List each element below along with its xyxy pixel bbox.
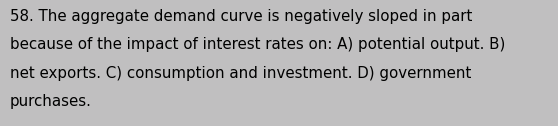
Text: net exports. C) consumption and investment. D) government: net exports. C) consumption and investme… <box>10 66 472 81</box>
Text: 58. The aggregate demand curve is negatively sloped in part: 58. The aggregate demand curve is negati… <box>10 9 473 24</box>
Text: because of the impact of interest rates on: A) potential output. B): because of the impact of interest rates … <box>10 37 506 52</box>
Text: purchases.: purchases. <box>10 94 92 109</box>
